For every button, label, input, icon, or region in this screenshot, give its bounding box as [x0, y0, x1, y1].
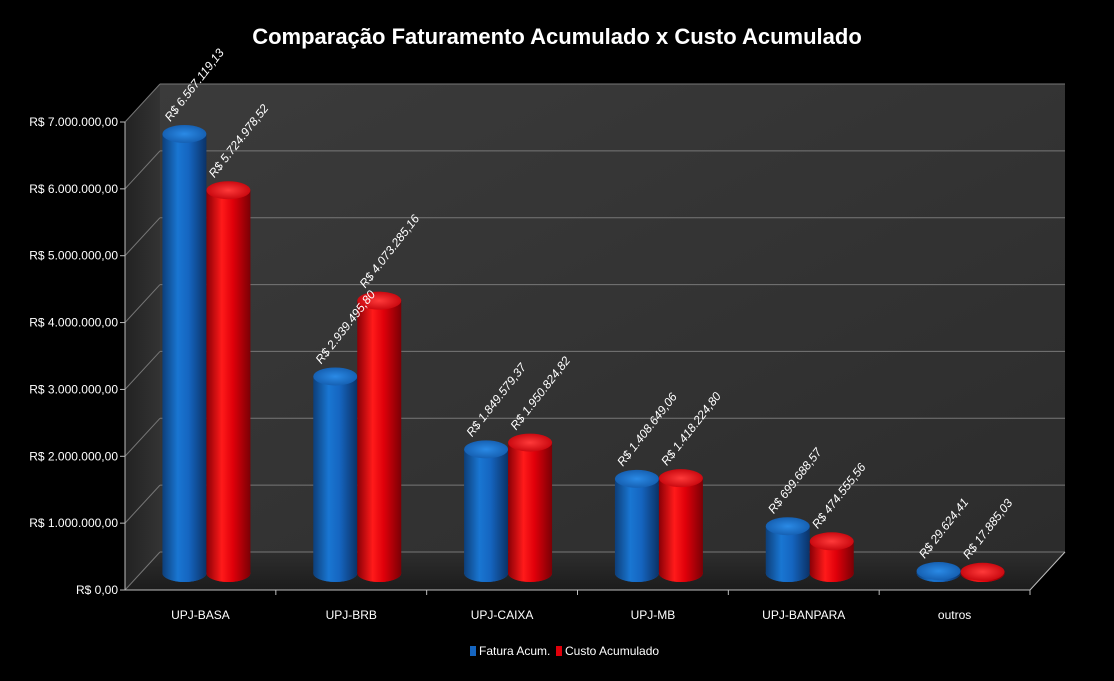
side-wall: [125, 84, 160, 590]
bar-fatura-top: [162, 124, 207, 143]
gridline-side: [124, 351, 161, 390]
x-category-label: UPJ-BRB: [326, 608, 377, 622]
y-tick-label: R$ 2.000.000,00: [29, 449, 118, 463]
bar-fatura: [614, 469, 659, 583]
gridlines: [124, 83, 1065, 591]
bar-custo-body: [206, 190, 251, 583]
x-axis-categories: UPJ-BASA UPJ-BRB UPJ-CAIXA UPJ-MB UPJ-BANPAR…: [171, 590, 1031, 622]
bar-custo: [357, 291, 402, 583]
gridline-side: [124, 83, 161, 123]
legend-swatch: [556, 646, 562, 656]
bar-custo-body: [809, 541, 854, 583]
legend-label: Fatura Acum.: [479, 644, 550, 658]
x-category-label: UPJ-BANPARA: [762, 608, 845, 622]
bar-fatura-top: [765, 517, 810, 536]
gridline-side: [124, 150, 161, 190]
bar-custo: [809, 532, 854, 583]
bar-fatura-body: [464, 449, 509, 583]
plot-walls: [125, 84, 1065, 590]
bar-custo: [658, 469, 703, 583]
bar-custo-top: [658, 469, 703, 488]
back-wall: [160, 84, 1065, 552]
x-category-label: outros: [938, 608, 971, 622]
bar-custo-top: [357, 291, 402, 310]
y-tick-label: R$ 1.000.000,00: [29, 516, 118, 530]
y-tick-label: R$ 0,00: [76, 583, 118, 597]
bar-custo-top: [206, 181, 251, 200]
bar-fatura: [313, 367, 358, 582]
bar-fatura-body: [765, 526, 810, 583]
gridline-side: [124, 217, 161, 257]
y-tick-label: R$ 5.000.000,00: [29, 249, 118, 263]
y-tick-label: R$ 6.000.000,00: [29, 182, 118, 196]
x-category-label: UPJ-CAIXA: [471, 608, 534, 622]
bar-fatura-body: [162, 133, 207, 583]
bar-custo-top: [809, 532, 854, 551]
bar-fatura: [765, 517, 810, 583]
bars: [162, 124, 1005, 583]
bar-custo-body: [508, 442, 553, 582]
y-axis-ticks: R$ 0,00 R$ 1.000.000,00 R$ 2.000.000,00 R$ …: [29, 115, 125, 597]
gridline-side: [124, 551, 161, 591]
gridline-side: [124, 484, 161, 524]
bar-custo-top: [508, 433, 553, 452]
x-category-label: UPJ-MB: [631, 608, 676, 622]
bar-custo: [206, 181, 251, 583]
x-category-label: UPJ-BASA: [171, 608, 230, 622]
bar-fatura: [464, 440, 509, 583]
legend-label: Custo Acumulado: [565, 644, 659, 658]
bar-custo: [508, 433, 553, 582]
y-tick-label: R$ 7.000.000,00: [29, 115, 118, 129]
legend-swatch: [470, 646, 476, 656]
bar-custo-top: [960, 562, 1005, 581]
bar-fatura-top: [313, 367, 358, 386]
bar-fatura-body: [313, 376, 358, 582]
legend: Fatura Acum. Custo Acumulado: [470, 644, 659, 658]
bar-fatura-top: [614, 469, 659, 488]
chart-title: Comparação Faturamento Acumulado x Custo…: [252, 24, 862, 49]
bar-fatura: [916, 562, 961, 583]
floor-edge-right: [1029, 551, 1066, 591]
y-tick-label: R$ 3.000.000,00: [29, 382, 118, 396]
bar-fatura: [162, 124, 207, 583]
bar-custo: [960, 562, 1005, 583]
gridline-side: [124, 417, 161, 457]
bar-fatura-top: [916, 562, 961, 581]
bar-fatura-body: [614, 478, 659, 583]
bar-custo-body: [357, 300, 402, 583]
bar-fatura-top: [464, 440, 509, 459]
y-tick-label: R$ 4.000.000,00: [29, 316, 118, 330]
gridline-side: [124, 284, 161, 323]
bar-custo-body: [658, 478, 703, 583]
